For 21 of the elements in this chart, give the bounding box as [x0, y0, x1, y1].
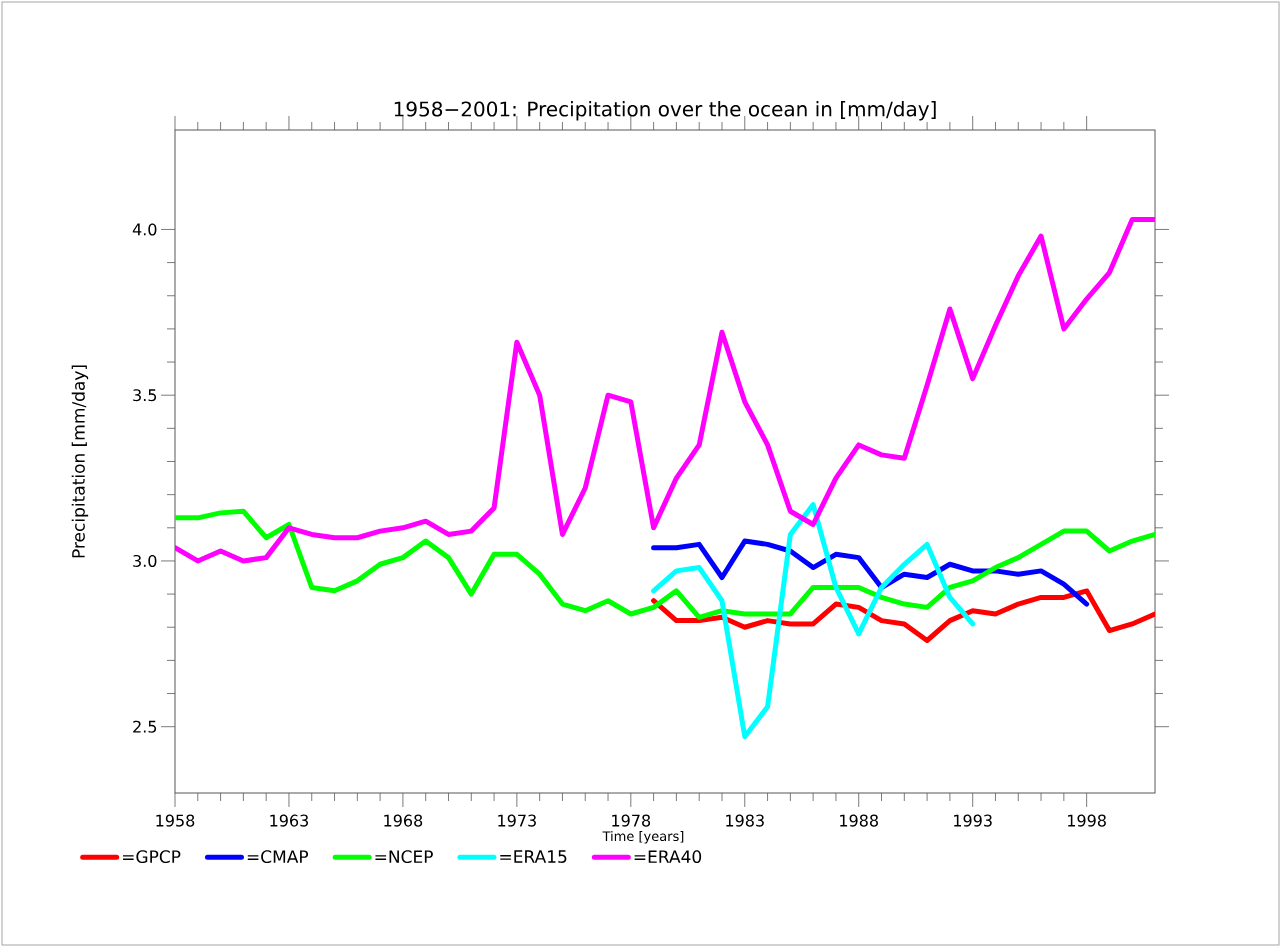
x-tick-label: 1988	[840, 814, 878, 827]
x-tick-label: 1973	[498, 814, 536, 827]
y-tick-label: 2.5	[133, 720, 157, 733]
x-tick-label: 1958	[156, 814, 195, 827]
legend-label: =CMAP	[247, 850, 309, 864]
x-axis-title: Time [years]	[602, 831, 684, 844]
legend-label: =NCEP	[375, 850, 433, 864]
y-axis-title: Precipitation [mm/day]	[71, 365, 89, 558]
legend-label: =ERA40	[634, 850, 702, 864]
y-tick-label: 3.5	[133, 389, 157, 402]
y-tick-label: 3.0	[133, 554, 157, 567]
y-tick-label: 4.0	[132, 223, 157, 236]
x-tick-label: 1993	[954, 814, 992, 827]
x-tick-label: 1983	[726, 814, 764, 827]
x-tick-label: 1963	[270, 814, 309, 827]
x-tick-label: 1998	[1068, 814, 1106, 827]
legend-label: =ERA15	[500, 850, 567, 863]
x-tick-label: 1968	[384, 814, 423, 827]
x-tick-label: 1978	[612, 814, 651, 827]
legend-label: =GPCP	[123, 850, 181, 864]
chart-title: 1958−2001: Precipitation over the ocean in [mm/day]	[394, 101, 936, 121]
